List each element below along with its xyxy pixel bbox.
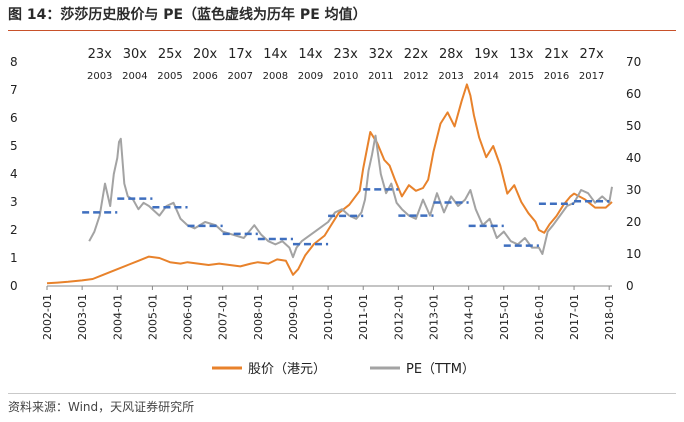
y-right-tick-label: 70 (626, 55, 641, 69)
pe-annual-label: 23x (334, 47, 359, 62)
pe-annual-label: 23x (88, 47, 113, 62)
x-tick-label: 2015-01 (498, 294, 511, 340)
y-left-tick-label: 7 (10, 83, 18, 97)
x-tick-label: 2006-01 (182, 294, 195, 340)
pe-annual-year: 2005 (157, 71, 182, 82)
y-left-tick-label: 4 (10, 167, 18, 181)
pe-annual-year: 2009 (298, 71, 323, 82)
x-tick-label: 2013-01 (428, 294, 441, 340)
y-right-tick-label: 10 (626, 247, 641, 261)
pe-annual-year: 2013 (438, 71, 463, 82)
pe-annual-year: 2016 (544, 71, 569, 82)
chart-title: 图 14：莎莎历史股价与 PE（蓝色虚线为历年 PE 均值） (8, 7, 367, 23)
source-note: 资料来源：Wind，天风证券研究所 (8, 400, 195, 414)
y-left-tick-label: 1 (10, 251, 18, 265)
pe-annual-label: 25x (158, 47, 183, 62)
pe-annual-label: 30x (123, 47, 148, 62)
pe-annual-label: 32x (369, 47, 394, 62)
pe-annual-label: 13x (509, 47, 534, 62)
x-tick-label: 2007-01 (217, 294, 230, 340)
x-tick-label: 2010-01 (322, 294, 335, 340)
y-right-tick-label: 20 (626, 215, 641, 229)
y-left-tick-label: 5 (10, 139, 18, 153)
pe-annual-year: 2017 (579, 71, 604, 82)
legend-label: PE（TTM） (406, 362, 475, 377)
x-tick-label: 2002-01 (41, 294, 54, 340)
x-tick-label: 2014-01 (463, 294, 476, 340)
pe-annual-label: 14x (298, 47, 323, 62)
pe-annual-label: 21x (544, 47, 569, 62)
pe-annual-label: 19x (474, 47, 499, 62)
pe-annual-label: 14x (263, 47, 288, 62)
x-tick-label: 2012-01 (392, 294, 405, 340)
pe-annual-label: 22x (404, 47, 429, 62)
x-tick-label: 2008-01 (252, 294, 265, 340)
title-rule (8, 30, 676, 31)
y-left-tick-label: 3 (10, 195, 18, 209)
source-rule (8, 393, 676, 394)
x-tick-label: 2016-01 (533, 294, 546, 340)
y-left-tick-label: 8 (10, 55, 18, 69)
x-tick-label: 2017-01 (568, 294, 581, 340)
y-left-tick-label: 2 (10, 223, 18, 237)
price-line (46, 83, 613, 285)
pe-annual-year: 2008 (263, 71, 288, 82)
pe-annual-label: 27x (579, 47, 604, 62)
x-tick-label: 2009-01 (287, 294, 300, 340)
pe-line (88, 134, 613, 259)
y-right-tick-label: 40 (626, 151, 641, 165)
x-tick-label: 2011-01 (357, 294, 370, 340)
pe-annual-year: 2011 (368, 71, 393, 82)
y-left-tick-label: 0 (10, 279, 18, 293)
pe-annual-year: 2007 (228, 71, 253, 82)
pe-annual-label: 28x (439, 47, 464, 62)
pe-annual-year: 2003 (87, 71, 112, 82)
y-right-tick-label: 50 (626, 119, 641, 133)
y-left-tick-label: 6 (10, 111, 18, 125)
pe-annual-label: 20x (193, 47, 218, 62)
pe-annual-year: 2004 (122, 71, 147, 82)
pe-annual-year: 2012 (403, 71, 428, 82)
legend-label: 股价（港元） (248, 362, 326, 377)
pe-annual-label: 17x (228, 47, 253, 62)
pe-annual-year: 2014 (473, 71, 498, 82)
x-tick-label: 2004-01 (111, 294, 124, 340)
pe-annual-year: 2006 (192, 71, 217, 82)
x-tick-label: 2003-01 (76, 294, 89, 340)
y-right-tick-label: 0 (626, 279, 634, 293)
x-tick-label: 2005-01 (146, 294, 159, 340)
x-tick-label: 2018-01 (603, 294, 616, 340)
y-right-tick-label: 60 (626, 87, 641, 101)
y-right-tick-label: 30 (626, 183, 641, 197)
pe-annual-year: 2010 (333, 71, 358, 82)
pe-annual-year: 2015 (509, 71, 534, 82)
